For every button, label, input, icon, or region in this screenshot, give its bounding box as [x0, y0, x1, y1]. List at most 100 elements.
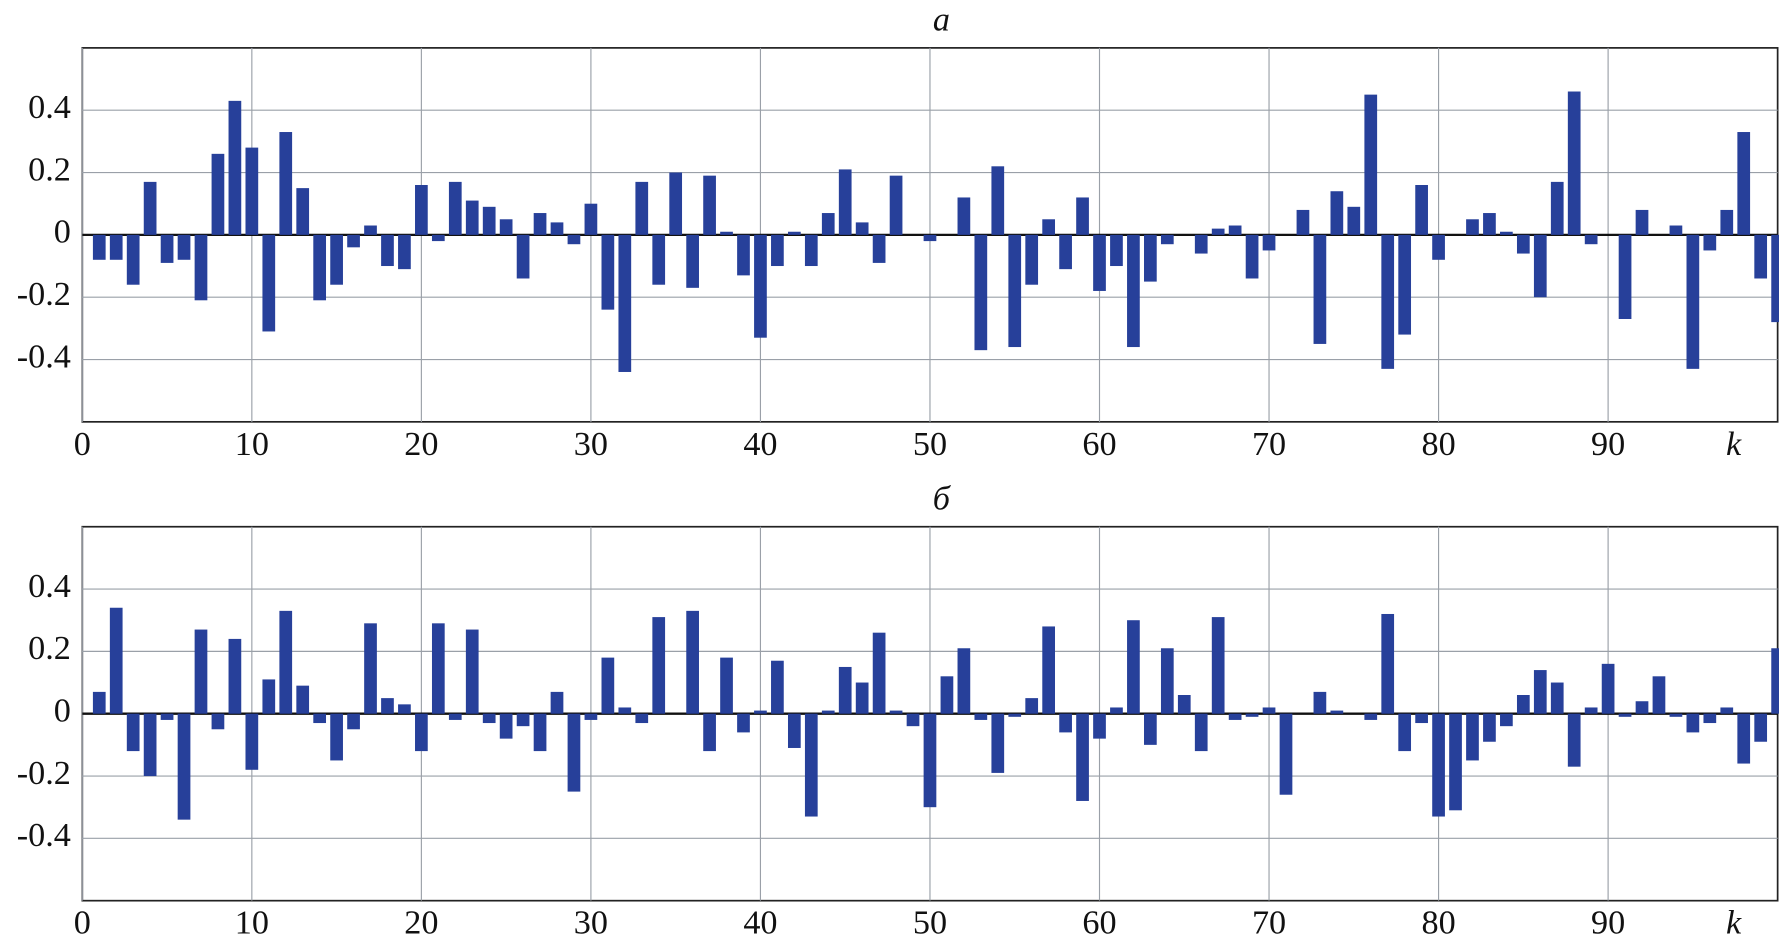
bar — [1516, 695, 1530, 714]
bar — [991, 166, 1005, 235]
bar — [1432, 713, 1445, 817]
bar — [1228, 713, 1242, 720]
x-tick-label: 60 — [1082, 905, 1116, 942]
bar — [584, 713, 598, 720]
bar — [957, 197, 971, 235]
bar — [686, 610, 699, 714]
bar — [1584, 234, 1598, 245]
bar — [1160, 648, 1174, 714]
bar — [465, 200, 479, 235]
bar — [1262, 707, 1276, 714]
bar — [398, 704, 411, 714]
bar — [364, 623, 377, 714]
bar — [296, 685, 310, 714]
bar — [1635, 701, 1649, 714]
bar — [245, 713, 259, 770]
bar — [1703, 713, 1717, 724]
bar — [177, 713, 191, 820]
bar — [618, 234, 632, 372]
y-tick-label: 0.2 — [28, 630, 71, 667]
bar — [330, 713, 343, 761]
y-tick-label: 0 — [54, 693, 71, 730]
panel-title: б — [933, 480, 952, 517]
bar — [804, 713, 818, 817]
bar — [1584, 707, 1598, 714]
bar — [1245, 234, 1259, 279]
bar — [160, 713, 174, 720]
bar — [1313, 691, 1327, 714]
bar — [771, 234, 784, 267]
bar — [1652, 676, 1666, 714]
bar — [262, 234, 276, 332]
bar — [211, 153, 225, 235]
bar — [398, 234, 411, 270]
bar — [228, 100, 242, 235]
bar — [177, 234, 191, 260]
bar — [1127, 620, 1140, 714]
bar — [347, 234, 360, 248]
bar — [1042, 219, 1056, 235]
y-tick-label: -0.4 — [17, 338, 71, 375]
bar — [448, 181, 462, 235]
bar — [415, 713, 428, 752]
y-tick-label: 0 — [54, 214, 71, 251]
bar — [1771, 234, 1779, 323]
bar — [957, 648, 971, 714]
bar — [465, 629, 479, 714]
bar — [754, 710, 767, 714]
bar — [1550, 682, 1564, 714]
bar — [737, 713, 750, 733]
bar — [533, 213, 547, 235]
bar — [1601, 663, 1615, 714]
bar — [1771, 648, 1779, 714]
bar — [889, 710, 903, 714]
bar — [1296, 209, 1310, 235]
bar — [109, 234, 123, 260]
bar — [431, 234, 445, 242]
bar — [1466, 219, 1479, 235]
bar — [821, 213, 835, 235]
bar — [109, 607, 123, 714]
bar — [940, 676, 954, 714]
x-tick-label: 30 — [574, 426, 608, 463]
bar — [601, 234, 615, 310]
bar — [1059, 713, 1072, 733]
bar — [720, 657, 733, 714]
bar — [482, 206, 496, 235]
x-tick-label: 10 — [235, 426, 269, 463]
bar — [194, 234, 208, 301]
bar — [296, 188, 310, 235]
bar — [703, 175, 716, 235]
bar — [1042, 626, 1056, 714]
bar — [1245, 713, 1259, 717]
bar — [1415, 184, 1428, 235]
bar — [279, 610, 293, 714]
bar — [1194, 234, 1208, 254]
bar — [1330, 191, 1344, 235]
bar — [855, 682, 869, 714]
bar — [160, 234, 174, 263]
bar — [703, 713, 716, 752]
x-tick-label: 40 — [743, 426, 777, 463]
bar — [1398, 713, 1412, 752]
x-tick-label: 70 — [1252, 905, 1286, 942]
bar — [1567, 713, 1581, 767]
bar — [1669, 713, 1683, 717]
bar — [1127, 234, 1140, 348]
bar — [1008, 234, 1022, 348]
bar — [1093, 234, 1106, 291]
bar — [686, 234, 699, 288]
bar — [313, 234, 327, 301]
bar — [1364, 713, 1378, 720]
bar — [448, 713, 462, 720]
bar — [584, 203, 598, 235]
bar — [1618, 234, 1632, 319]
bar — [1466, 713, 1479, 761]
bar — [1500, 713, 1513, 727]
x-tick-label: 50 — [913, 905, 947, 942]
y-tick-label: 0.4 — [28, 89, 71, 126]
bar — [1330, 710, 1344, 714]
bar — [1720, 707, 1734, 714]
